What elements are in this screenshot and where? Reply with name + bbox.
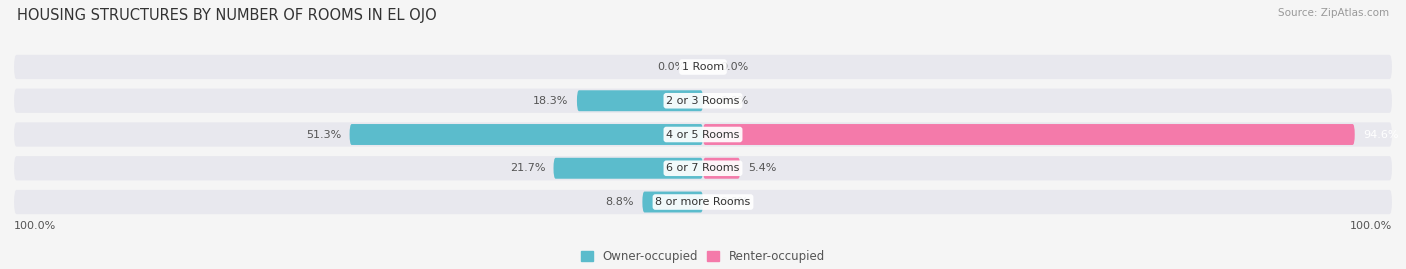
Text: 100.0%: 100.0% xyxy=(14,221,56,231)
Text: 1 Room: 1 Room xyxy=(682,62,724,72)
Text: Source: ZipAtlas.com: Source: ZipAtlas.com xyxy=(1278,8,1389,18)
FancyBboxPatch shape xyxy=(703,158,740,179)
Legend: Owner-occupied, Renter-occupied: Owner-occupied, Renter-occupied xyxy=(581,250,825,263)
Text: 4 or 5 Rooms: 4 or 5 Rooms xyxy=(666,129,740,140)
Text: HOUSING STRUCTURES BY NUMBER OF ROOMS IN EL OJO: HOUSING STRUCTURES BY NUMBER OF ROOMS IN… xyxy=(17,8,437,23)
Text: 0.0%: 0.0% xyxy=(720,96,748,106)
FancyBboxPatch shape xyxy=(703,124,1355,145)
Text: 0.0%: 0.0% xyxy=(658,62,686,72)
FancyBboxPatch shape xyxy=(14,190,1392,214)
Text: 0.0%: 0.0% xyxy=(720,62,748,72)
FancyBboxPatch shape xyxy=(14,156,1392,180)
Text: 2 or 3 Rooms: 2 or 3 Rooms xyxy=(666,96,740,106)
Text: 94.6%: 94.6% xyxy=(1362,129,1399,140)
FancyBboxPatch shape xyxy=(643,192,703,213)
Text: 51.3%: 51.3% xyxy=(307,129,342,140)
FancyBboxPatch shape xyxy=(14,55,1392,79)
Text: 5.4%: 5.4% xyxy=(748,163,778,173)
FancyBboxPatch shape xyxy=(14,122,1392,147)
Text: 0.0%: 0.0% xyxy=(720,197,748,207)
FancyBboxPatch shape xyxy=(350,124,703,145)
Text: 21.7%: 21.7% xyxy=(510,163,546,173)
Text: 8 or more Rooms: 8 or more Rooms xyxy=(655,197,751,207)
Text: 6 or 7 Rooms: 6 or 7 Rooms xyxy=(666,163,740,173)
FancyBboxPatch shape xyxy=(14,89,1392,113)
Text: 100.0%: 100.0% xyxy=(1350,221,1392,231)
FancyBboxPatch shape xyxy=(554,158,703,179)
Text: 18.3%: 18.3% xyxy=(533,96,568,106)
Text: 8.8%: 8.8% xyxy=(606,197,634,207)
FancyBboxPatch shape xyxy=(576,90,703,111)
